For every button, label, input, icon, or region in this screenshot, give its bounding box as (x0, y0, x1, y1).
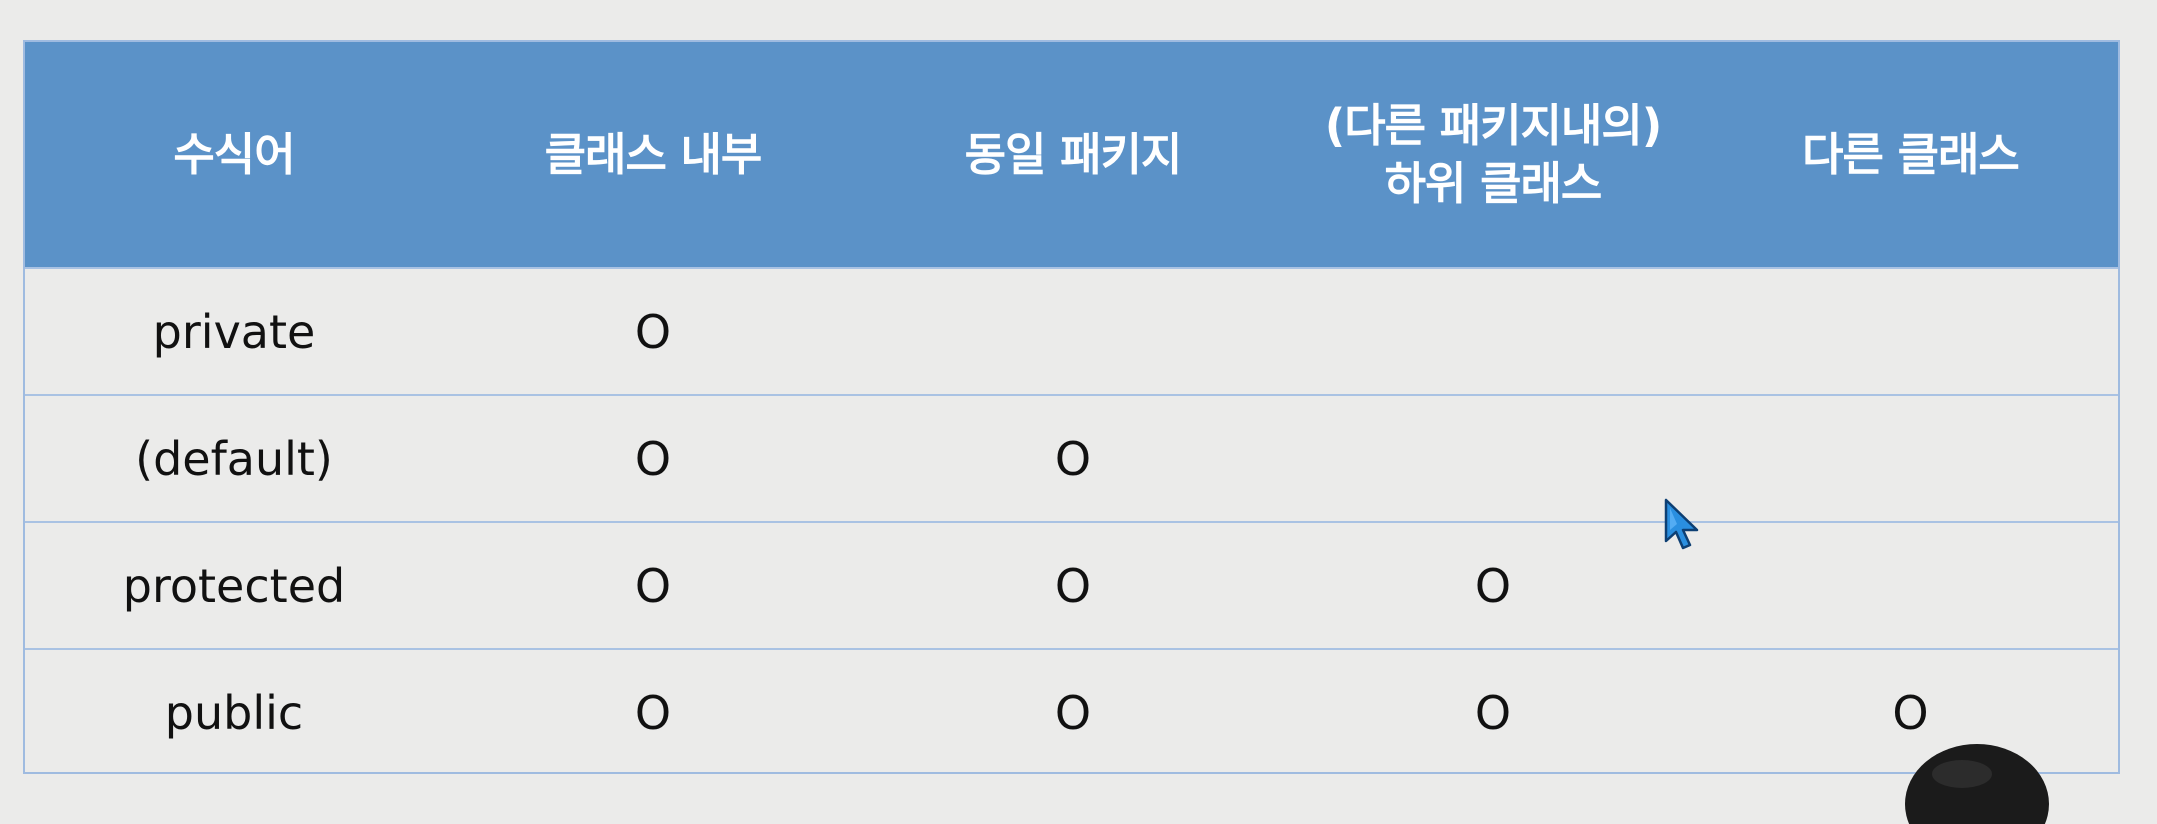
access-cell: O (1054, 685, 1092, 740)
access-cell: O (1474, 685, 1512, 740)
access-cell (863, 269, 1283, 394)
table-header-row: 수식어 클래스 내부 동일 패키지 (다른 패키지내의) 하위 클래스 다른 클… (25, 42, 2118, 267)
access-cell: O (1474, 558, 1512, 613)
table-row: (default) O O (25, 394, 2118, 521)
access-cell (1703, 396, 2118, 521)
access-cell (1703, 523, 2118, 648)
access-cell: O (634, 431, 672, 486)
header-same-package: 동일 패키지 (964, 127, 1183, 181)
table-row: private O (25, 267, 2118, 394)
mouse-pointer-icon (1664, 498, 1699, 550)
access-cell: O (1892, 685, 1929, 740)
header-modifier: 수식어 (173, 127, 295, 181)
modifier-cell: (default) (135, 431, 333, 486)
table-row: protected O O O (25, 521, 2118, 648)
access-cell: O (634, 558, 672, 613)
header-subclass: (다른 패키지내의) 하위 클래스 (1324, 98, 1663, 210)
access-cell: O (634, 685, 672, 740)
modifier-cell: protected (122, 558, 346, 613)
access-cell: O (634, 304, 672, 359)
access-modifier-table: 수식어 클래스 내부 동일 패키지 (다른 패키지내의) 하위 클래스 다른 클… (23, 40, 2120, 774)
table-row: public O O O O (25, 648, 2118, 775)
slide: 수식어 클래스 내부 동일 패키지 (다른 패키지내의) 하위 클래스 다른 클… (23, 40, 2120, 824)
access-cell (1703, 269, 2118, 394)
access-cell: O (1054, 431, 1092, 486)
access-cell (1283, 269, 1703, 394)
header-class-internal: 클래스 내부 (544, 127, 763, 181)
header-other-class: 다른 클래스 (1802, 127, 2020, 181)
modifier-cell: public (164, 685, 304, 740)
presenter-head-image (1905, 744, 2049, 824)
modifier-cell: private (152, 304, 316, 359)
access-cell (1283, 396, 1703, 521)
access-cell: O (1054, 558, 1092, 613)
